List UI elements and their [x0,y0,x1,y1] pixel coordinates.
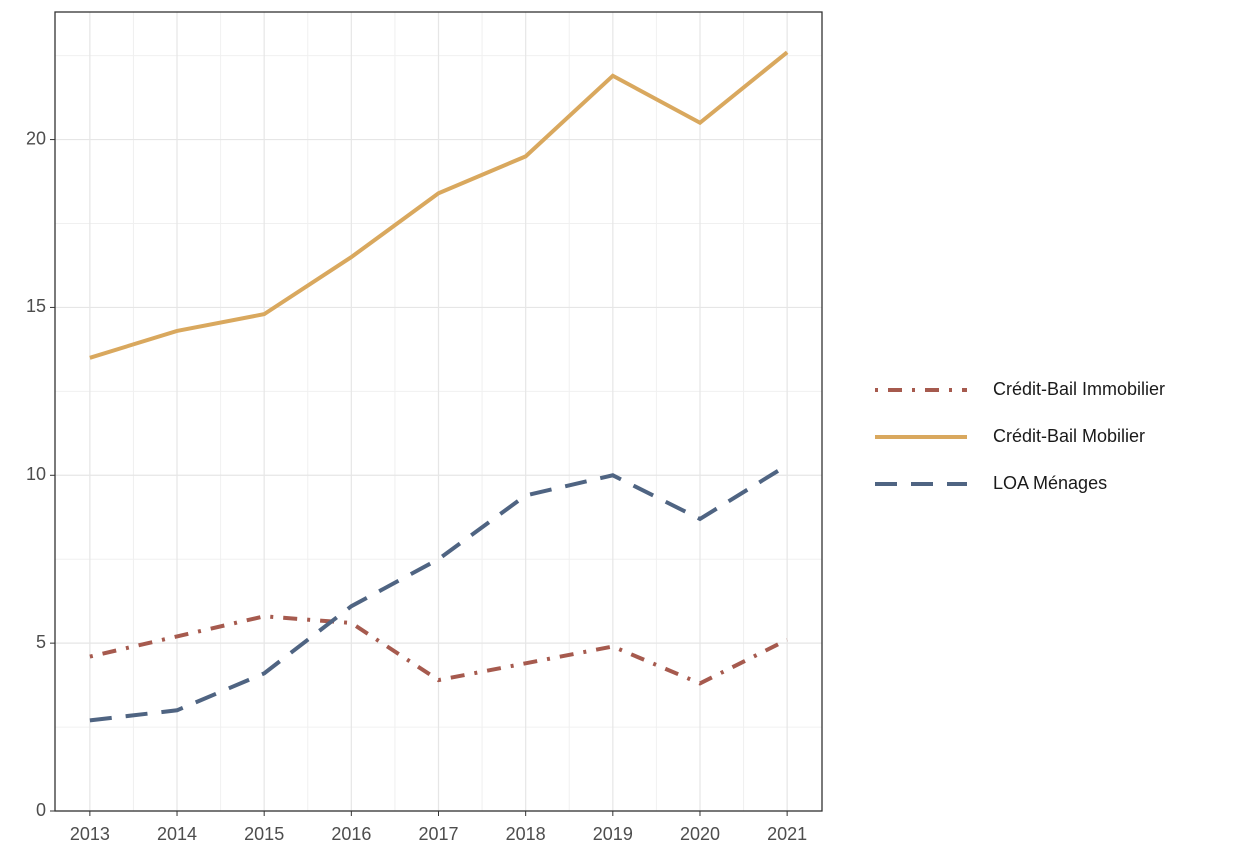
y-tick-label: 0 [36,800,46,820]
x-tick-label: 2016 [331,824,371,844]
series-line [89,614,789,686]
x-tick-label: 2018 [506,824,546,844]
x-tick-label: 2013 [70,824,110,844]
x-tick-label: 2020 [680,824,720,844]
x-tick-label: 2014 [157,824,197,844]
legend-label: Crédit-Bail Mobilier [993,426,1145,446]
y-tick-label: 20 [26,128,46,148]
plot-border [54,11,823,812]
x-tick-label: 2019 [593,824,633,844]
x-tick-label: 2021 [767,824,807,844]
legend-label: LOA Ménages [993,473,1107,493]
y-tick-label: 15 [26,296,46,316]
series-line [89,50,789,360]
legend-label: Crédit-Bail Immobilier [993,379,1165,399]
y-tick-label: 5 [36,632,46,652]
series-line [89,463,789,723]
y-tick-label: 10 [26,464,46,484]
x-tick-label: 2015 [244,824,284,844]
x-tick-label: 2017 [418,824,458,844]
